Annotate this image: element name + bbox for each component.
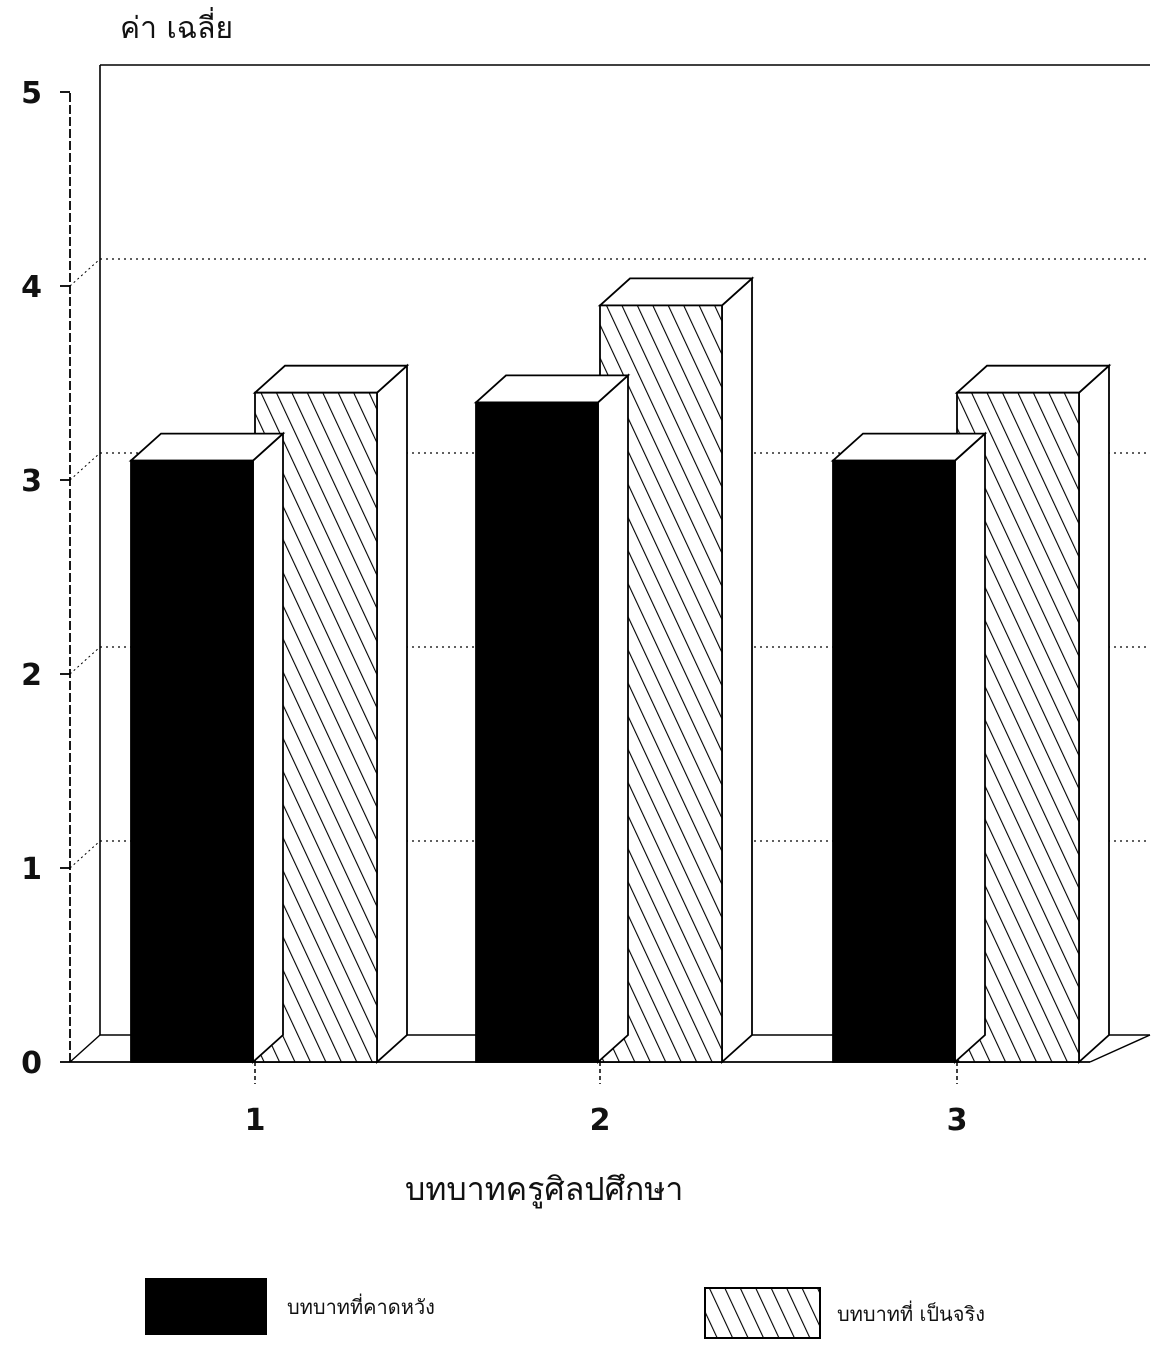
bar-side <box>376 363 408 1065</box>
bar-expected-3 <box>830 431 988 1065</box>
bar-front <box>475 401 599 1063</box>
bar-front <box>130 459 254 1063</box>
bar-side <box>252 431 284 1065</box>
y-tick-label: 0 <box>21 1046 42 1081</box>
legend-swatch-actual <box>704 1287 821 1339</box>
bar-expected-2 <box>473 373 631 1065</box>
legend-label-expected: บทบาทที่คาดหวัง <box>287 1293 435 1319</box>
y-tick-label: 3 <box>21 464 42 499</box>
y-tick-label: 5 <box>21 76 42 111</box>
legend-label-actual: บทบาทที่ เป็นจริง <box>837 1300 985 1326</box>
legend: บทบาทที่คาดหวัง บทบาทที่ เป็นจริง <box>145 1278 985 1339</box>
bar-side <box>721 276 753 1065</box>
gridline-depth <box>69 258 101 287</box>
floor-right-edge <box>1089 1034 1151 1063</box>
x-tick-label: 2 <box>590 1103 611 1138</box>
legend-swatch-expected <box>145 1278 267 1335</box>
y-axis: 0 1 2 3 4 5 <box>21 76 70 1081</box>
bar-front <box>832 459 956 1063</box>
x-tick-label: 1 <box>245 1103 266 1138</box>
bar-side <box>1078 363 1110 1065</box>
floor-left-edge <box>69 1034 101 1063</box>
gridline-depth <box>69 646 101 675</box>
bar-side <box>597 373 629 1065</box>
bar-expected-1 <box>128 431 286 1065</box>
x-tick-label: 3 <box>947 1103 968 1138</box>
gridline-depth <box>69 840 101 869</box>
y-tick-label: 2 <box>21 658 42 693</box>
y-tick-label: 4 <box>21 270 42 305</box>
x-axis-title: บทบาทครูศิลปศึกษา <box>405 1170 683 1209</box>
y-tick-label: 1 <box>21 852 42 887</box>
bar-side <box>954 431 986 1065</box>
gridline-depth <box>69 452 101 481</box>
y-axis-title: ค่า เฉลี่ย <box>120 7 233 46</box>
x-axis: 1 2 3 <box>245 1062 968 1138</box>
bars <box>128 276 1112 1065</box>
